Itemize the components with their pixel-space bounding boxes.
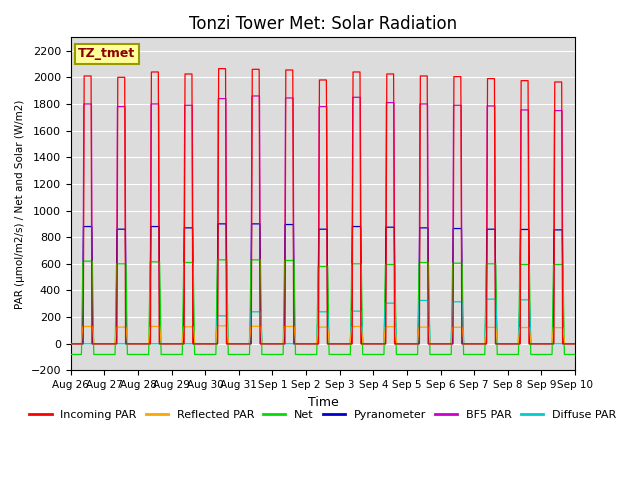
Title: Tonzi Tower Met: Solar Radiation: Tonzi Tower Met: Solar Radiation xyxy=(189,15,457,33)
Y-axis label: PAR (μmol/m2/s) / Net and Solar (W/m2): PAR (μmol/m2/s) / Net and Solar (W/m2) xyxy=(15,99,25,309)
X-axis label: Time: Time xyxy=(307,396,339,408)
Legend: Incoming PAR, Reflected PAR, Net, Pyranometer, BF5 PAR, Diffuse PAR: Incoming PAR, Reflected PAR, Net, Pyrano… xyxy=(25,406,621,425)
Text: TZ_tmet: TZ_tmet xyxy=(78,48,136,60)
